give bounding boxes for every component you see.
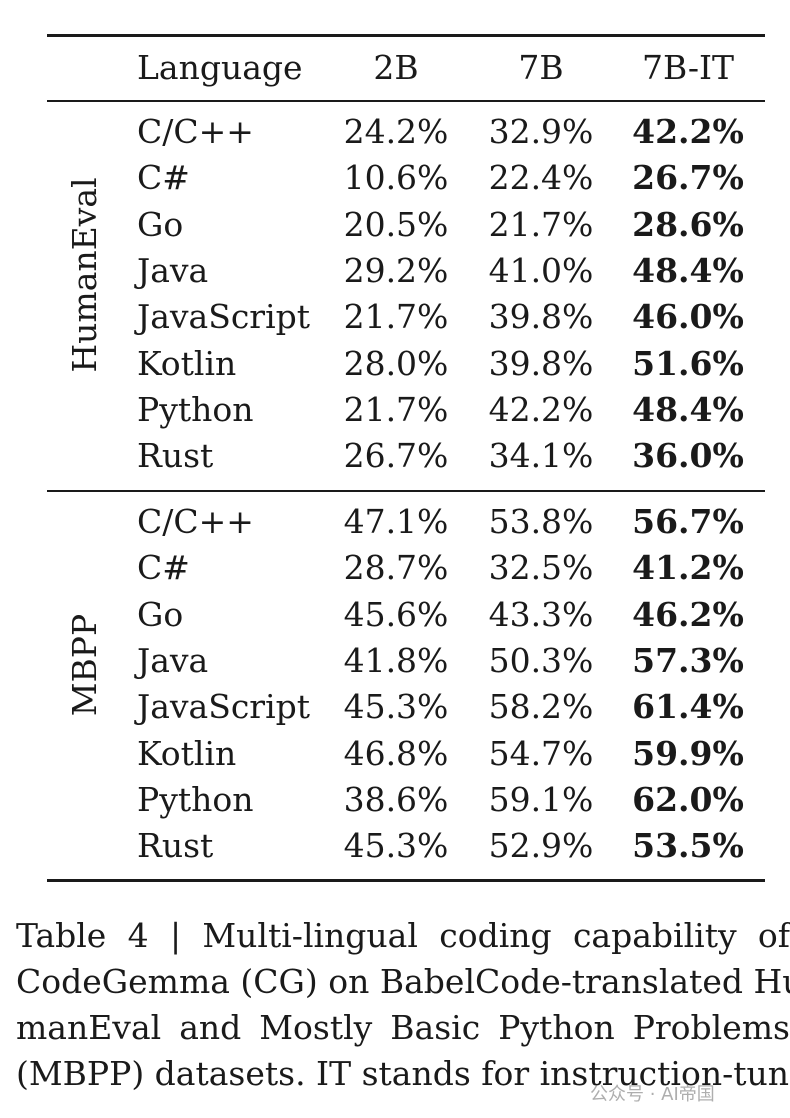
- language-cell: Rust: [137, 826, 214, 866]
- language-cell: Kotlin: [137, 733, 237, 773]
- value-2b-cell: 28.0%: [343, 343, 449, 383]
- value-7b-cell: 39.8%: [488, 297, 594, 337]
- header-2b: 2B: [373, 48, 419, 87]
- value-7b-cell: 32.9%: [488, 112, 594, 151]
- caption-line: (MBPP) datasets. IT stands for instructi…: [16, 1054, 790, 1093]
- value-7b-it-cell: 61.4%: [632, 687, 744, 727]
- value-7b-cell: 54.7%: [488, 733, 594, 773]
- value-2b-cell: 45.3%: [343, 826, 449, 866]
- value-2b-cell: 10.6%: [343, 158, 449, 198]
- language-cell: JavaScript: [137, 297, 311, 337]
- value-7b-it-cell: 26.7%: [632, 158, 744, 198]
- language-cell: Java: [137, 640, 209, 680]
- value-7b-it-cell: 28.6%: [632, 204, 744, 244]
- language-cell: Go: [137, 204, 184, 244]
- value-7b-it-cell: 56.7%: [632, 502, 744, 541]
- value-7b-cell: 22.4%: [488, 158, 594, 198]
- value-7b-it-cell: 57.3%: [632, 640, 744, 680]
- language-cell: Rust: [137, 436, 214, 476]
- header-7b-it: 7B-IT: [641, 48, 735, 87]
- value-2b-cell: 29.2%: [343, 250, 449, 290]
- language-cell: Java: [137, 250, 209, 290]
- value-7b-cell: 42.2%: [488, 389, 594, 429]
- value-7b-it-cell: 48.4%: [632, 250, 744, 290]
- language-cell: C/C++: [137, 502, 254, 541]
- value-2b-cell: 28.7%: [343, 548, 449, 588]
- value-7b-cell: 53.8%: [488, 502, 594, 541]
- value-2b-cell: 20.5%: [343, 204, 449, 244]
- value-2b-cell: 45.6%: [343, 594, 449, 634]
- value-7b-it-cell: 53.5%: [632, 826, 744, 866]
- value-2b-cell: 41.8%: [343, 640, 449, 680]
- header-language: Language: [137, 48, 303, 87]
- group-label-mbpp: MBPP: [65, 613, 104, 717]
- value-7b-it-cell: 46.2%: [632, 594, 744, 634]
- language-cell: Python: [137, 389, 254, 429]
- language-cell: C#: [137, 158, 190, 198]
- value-7b-cell: 59.1%: [488, 779, 594, 819]
- language-cell: Kotlin: [137, 343, 237, 383]
- table-caption: Table 4 | Multi-lingual coding capabilit…: [16, 913, 790, 1097]
- value-7b-cell: 39.8%: [488, 343, 594, 383]
- value-2b-cell: 38.6%: [343, 779, 449, 819]
- value-2b-cell: 24.2%: [343, 112, 449, 151]
- caption-line: CodeGemma (CG) on BabelCode-translated H…: [16, 962, 790, 1001]
- value-2b-cell: 46.8%: [343, 733, 449, 773]
- value-7b-cell: 34.1%: [488, 436, 594, 476]
- language-cell: Go: [137, 594, 184, 634]
- value-2b-cell: 21.7%: [343, 297, 449, 337]
- value-7b-it-cell: 36.0%: [632, 436, 744, 476]
- caption-line: Table 4 | Multi-lingual coding capabilit…: [16, 916, 790, 955]
- language-cell: JavaScript: [137, 687, 311, 727]
- value-7b-cell: 52.9%: [488, 826, 594, 866]
- value-7b-it-cell: 51.6%: [632, 343, 744, 383]
- value-2b-cell: 26.7%: [343, 436, 449, 476]
- group-label-humaneval: HumanEval: [65, 177, 104, 373]
- value-7b-it-cell: 59.9%: [632, 733, 744, 773]
- value-7b-it-cell: 46.0%: [632, 297, 744, 337]
- value-7b-cell: 43.3%: [488, 594, 594, 634]
- value-7b-cell: 58.2%: [488, 687, 594, 727]
- group-separator-rule: [47, 490, 765, 492]
- header-rule: [47, 100, 765, 102]
- value-7b-it-cell: 41.2%: [632, 548, 744, 588]
- language-cell: C/C++: [137, 112, 254, 151]
- value-2b-cell: 45.3%: [343, 687, 449, 727]
- value-7b-cell: 32.5%: [488, 548, 594, 588]
- value-7b-it-cell: 62.0%: [632, 779, 744, 819]
- caption-line: manEval and Mostly Basic Python Problems: [16, 1008, 790, 1047]
- bottom-rule: [47, 879, 765, 882]
- value-7b-cell: 41.0%: [488, 250, 594, 290]
- top-rule: [47, 34, 765, 37]
- value-7b-cell: 50.3%: [488, 640, 594, 680]
- watermark: 公众号 · AI帝国: [590, 1084, 715, 1105]
- value-2b-cell: 21.7%: [343, 389, 449, 429]
- value-7b-cell: 21.7%: [488, 204, 594, 244]
- value-7b-it-cell: 42.2%: [632, 112, 744, 151]
- value-7b-it-cell: 48.4%: [632, 389, 744, 429]
- header-7b: 7B: [518, 48, 564, 87]
- value-2b-cell: 47.1%: [343, 502, 449, 541]
- language-cell: Python: [137, 779, 254, 819]
- language-cell: C#: [137, 548, 190, 588]
